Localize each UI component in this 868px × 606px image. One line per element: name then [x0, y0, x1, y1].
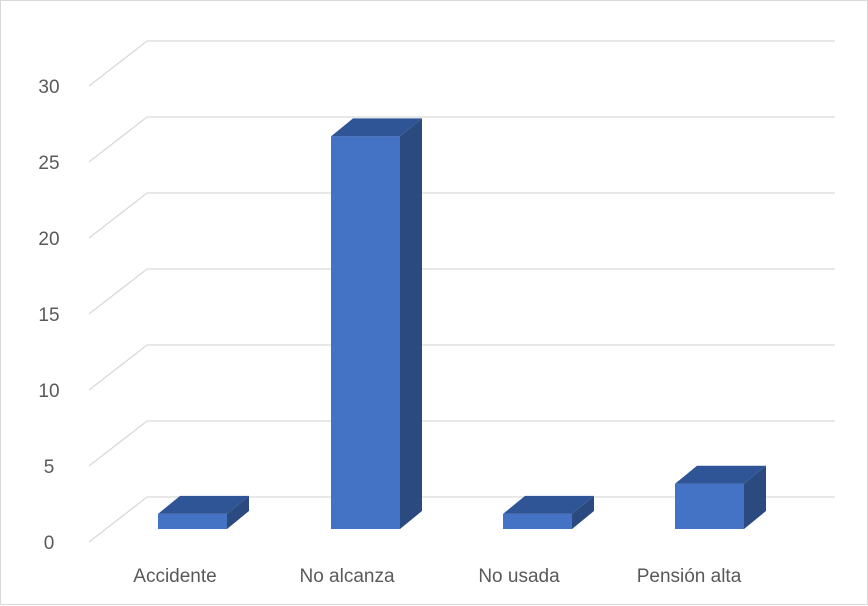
bar-side [572, 495, 594, 529]
y-tick-label: 15 [38, 305, 59, 326]
bar-side [744, 465, 766, 529]
bar [331, 118, 422, 530]
bar-top [675, 465, 766, 484]
y-tick-label: 20 [38, 229, 59, 250]
gridline [88, 496, 835, 543]
bar-front [331, 136, 400, 529]
x-category-label: No usada [478, 566, 560, 587]
x-category-label: Accidente [133, 566, 216, 587]
y-tick-label: 10 [38, 381, 59, 402]
bar-top [503, 495, 594, 514]
bar [503, 495, 594, 529]
grid-layer [88, 40, 835, 543]
gridline [88, 192, 835, 239]
gridline [88, 420, 835, 467]
bar-front [158, 513, 227, 529]
gridline [88, 268, 835, 315]
gridline [88, 344, 835, 391]
bar-front [503, 513, 572, 529]
x-category-label: No alcanza [299, 566, 394, 587]
gridline [88, 40, 835, 87]
x-axis: Accidente No alcanza No usada Pensión alta [133, 566, 741, 587]
y-tick-label: 0 [44, 533, 55, 554]
y-tick-label: 5 [44, 457, 55, 478]
bar-top [331, 118, 422, 137]
bar-front [675, 483, 744, 529]
bars [158, 118, 766, 530]
x-category-label: Pensión alta [637, 566, 742, 587]
y-tick-label: 30 [38, 77, 59, 98]
y-tick-label: 25 [38, 153, 59, 174]
bar [158, 495, 249, 529]
gridline [88, 116, 835, 163]
bar [675, 465, 766, 529]
y-axis: 0 5 10 15 20 25 30 [38, 77, 59, 554]
bar-side [227, 495, 249, 529]
bar-top [158, 495, 249, 514]
bar-side [400, 118, 422, 530]
